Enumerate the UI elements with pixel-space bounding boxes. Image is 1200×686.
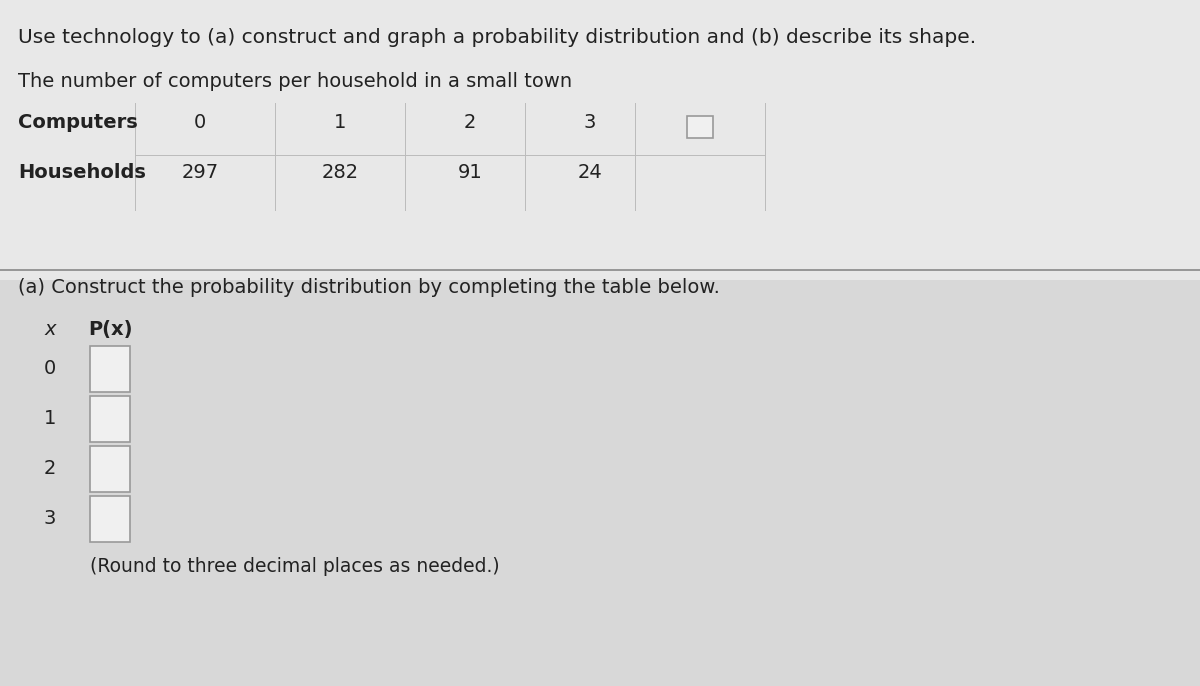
Text: (a) Construct the probability distribution by completing the table below.: (a) Construct the probability distributi… <box>18 278 720 297</box>
Text: Computers: Computers <box>18 113 138 132</box>
Text: 1: 1 <box>334 113 346 132</box>
Text: 1: 1 <box>44 410 56 429</box>
Bar <box>0 0 1200 280</box>
Bar <box>686 116 713 138</box>
Text: x: x <box>44 320 55 339</box>
Text: 3: 3 <box>44 510 56 528</box>
Bar <box>90 346 130 392</box>
Bar <box>90 446 130 492</box>
Text: Households: Households <box>18 163 146 182</box>
Text: Use technology to (a) construct and graph a probability distribution and (b) des: Use technology to (a) construct and grap… <box>18 28 976 47</box>
Text: 2: 2 <box>44 460 56 479</box>
Text: P(x): P(x) <box>88 320 132 339</box>
Text: 91: 91 <box>457 163 482 182</box>
Text: 282: 282 <box>322 163 359 182</box>
Text: The number of computers per household in a small town: The number of computers per household in… <box>18 72 572 91</box>
Text: (Round to three decimal places as needed.): (Round to three decimal places as needed… <box>90 557 499 576</box>
Text: 0: 0 <box>194 113 206 132</box>
Bar <box>0 280 1200 686</box>
Bar <box>90 496 130 542</box>
Text: 3: 3 <box>584 113 596 132</box>
Bar <box>90 396 130 442</box>
Text: 0: 0 <box>44 359 56 379</box>
Text: 2: 2 <box>464 113 476 132</box>
Text: 297: 297 <box>181 163 218 182</box>
Text: 24: 24 <box>577 163 602 182</box>
